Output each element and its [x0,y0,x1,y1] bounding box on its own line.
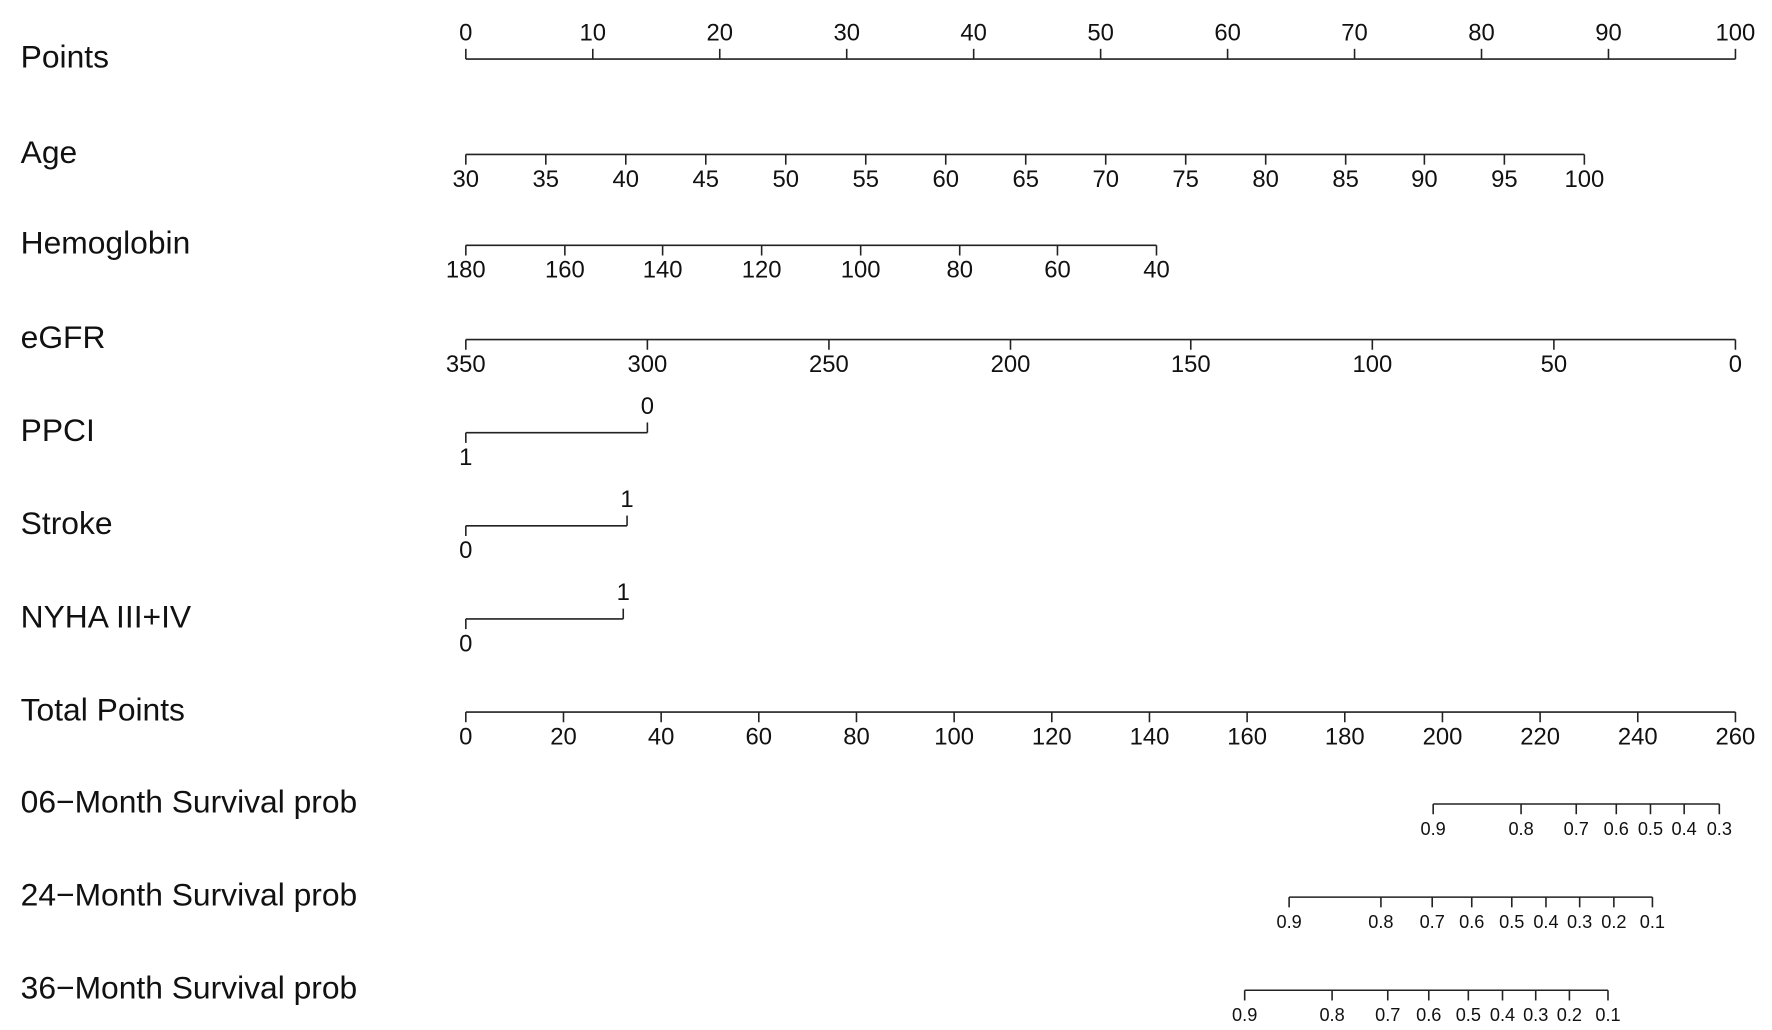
tick-label: 80 [1252,166,1279,193]
tick-label: 140 [643,257,683,284]
row-label: 36−Month Survival prob [21,970,358,1006]
tick-label: 140 [1130,723,1170,750]
tick-label: 0.5 [1456,1005,1481,1025]
tick-label: 85 [1332,166,1359,193]
tick-label: 80 [843,723,870,750]
row-label: Hemoglobin [21,225,191,261]
tick-label: 80 [1468,19,1495,46]
tick-label: 55 [852,166,879,193]
tick-label: 300 [627,351,667,378]
tick-label: 60 [932,166,959,193]
tick-label: 0.6 [1416,1005,1441,1025]
tick-label: 90 [1595,19,1622,46]
tick-label: 35 [533,166,560,193]
tick-label: 50 [773,166,800,193]
tick-label: 0.7 [1375,1005,1400,1025]
tick-label: 95 [1491,166,1518,193]
tick-label: 0 [459,723,472,750]
tick-label: 0.1 [1640,912,1665,932]
tick-label: 0.3 [1523,1005,1548,1025]
tick-label: 0.6 [1459,912,1484,932]
tick-label: 0.9 [1232,1005,1257,1025]
tick-label: 0.4 [1533,912,1558,932]
tick-label: 100 [1716,19,1756,46]
tick-label: 75 [1172,166,1199,193]
tick-label: 180 [1325,723,1365,750]
tick-label: 0.6 [1604,819,1629,839]
tick-label: 0.8 [1368,912,1393,932]
tick-label: 45 [693,166,720,193]
tick-label: 0.1 [1595,1005,1620,1025]
tick-label: 70 [1092,166,1119,193]
tick-label: 0.5 [1638,819,1663,839]
row-label: 24−Month Survival prob [21,877,358,913]
tick-label: 20 [706,19,733,46]
tick-label: 0.5 [1499,912,1524,932]
tick-label: 0.8 [1508,819,1533,839]
tick-label: 0.9 [1421,819,1446,839]
tick-label: 150 [1171,351,1211,378]
tick-label: 0.2 [1601,912,1626,932]
tick-label: 40 [613,166,640,193]
row-label: NYHA III+IV [21,598,192,634]
tick-label: 0.2 [1557,1005,1582,1025]
row-label: 06−Month Survival prob [21,783,358,819]
tick-label: 240 [1618,723,1658,750]
tick-label: 50 [1541,351,1568,378]
tick-label: 30 [833,19,860,46]
tick-label: 100 [934,723,974,750]
tick-label: 40 [1143,257,1170,284]
row-label: Stroke [21,505,113,541]
tick-label: 200 [991,351,1031,378]
tick-label: 260 [1716,723,1756,750]
tick-label: 160 [1227,723,1267,750]
tick-label: 120 [1032,723,1072,750]
tick-label: 70 [1341,19,1368,46]
tick-label: 60 [1214,19,1241,46]
tick-label: 0.8 [1319,1005,1344,1025]
tick-label: 100 [1564,166,1604,193]
tick-label: 60 [746,723,773,750]
tick-label: 0.7 [1564,819,1589,839]
row-label: Age [21,134,78,170]
tick-label: 0 [641,393,654,420]
tick-label: 40 [648,723,675,750]
tick-label: 250 [809,351,849,378]
row-label: Points [21,38,109,74]
tick-label: 50 [1087,19,1114,46]
tick-label: 0.4 [1490,1005,1515,1025]
tick-label: 350 [446,351,486,378]
tick-label: 180 [446,257,486,284]
tick-label: 0.9 [1276,912,1301,932]
tick-label: 80 [946,257,973,284]
tick-label: 0 [459,19,472,46]
tick-label: 0.3 [1707,819,1732,839]
tick-label: 90 [1411,166,1438,193]
row-label: eGFR [21,319,106,355]
tick-label: 0.7 [1420,912,1445,932]
tick-label: 1 [617,579,630,606]
tick-label: 200 [1423,723,1463,750]
tick-label: 0.3 [1567,912,1592,932]
tick-label: 220 [1520,723,1560,750]
tick-label: 0 [459,630,472,657]
tick-label: 0.4 [1672,819,1697,839]
tick-label: 120 [742,257,782,284]
tick-label: 100 [841,257,881,284]
row-label: PPCI [21,412,95,448]
tick-label: 40 [960,19,987,46]
tick-label: 100 [1352,351,1392,378]
tick-label: 1 [459,444,472,471]
tick-label: 0 [459,537,472,564]
tick-label: 0 [1729,351,1742,378]
tick-label: 10 [580,19,607,46]
tick-label: 65 [1012,166,1039,193]
tick-label: 60 [1044,257,1071,284]
tick-label: 30 [453,166,480,193]
tick-label: 160 [545,257,585,284]
row-label: Total Points [21,691,185,727]
tick-label: 20 [550,723,577,750]
tick-label: 1 [620,486,633,513]
